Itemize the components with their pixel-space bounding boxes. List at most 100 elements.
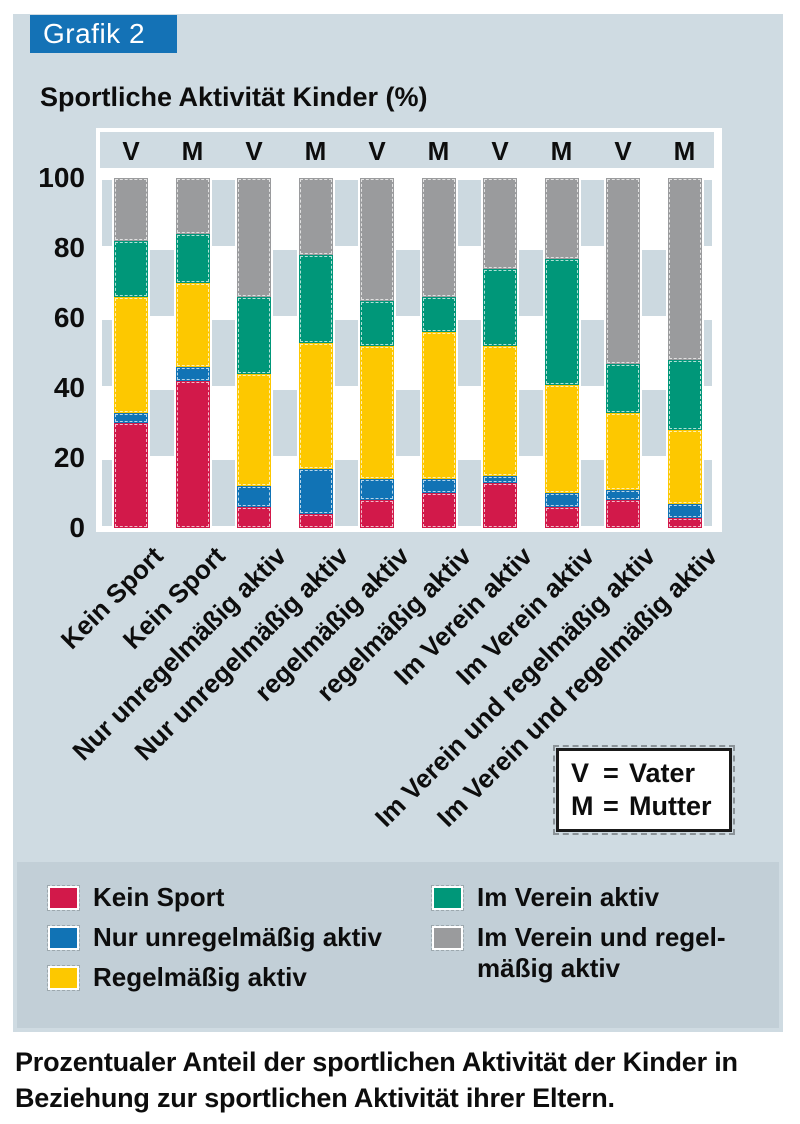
checker-tile (457, 460, 481, 526)
figure-tab-label: Grafik 2 (43, 18, 146, 49)
checker-tile (519, 250, 543, 316)
legend-item: Im Verein aktiv (431, 882, 726, 913)
vm-name: Mutter (629, 791, 712, 821)
bar-segment (421, 479, 456, 493)
y-tick-label: 40 (53, 372, 85, 403)
legend-swatch (47, 925, 80, 951)
bar-segment (606, 363, 640, 413)
vm-legend-box: V = Vater M = Mutter (553, 745, 735, 835)
checker-tile (211, 180, 235, 246)
bar-segment (421, 332, 456, 479)
bar-segment (114, 297, 148, 413)
bar-segment (483, 178, 517, 269)
bar-segment (667, 360, 702, 430)
plot-area (100, 178, 714, 528)
checker-tile (703, 180, 712, 246)
legend-item: Regelmäßig aktiv (47, 962, 382, 993)
caption-line-1: Prozentualer Anteil der sportlichen Akti… (15, 1047, 738, 1077)
bar-segment (298, 255, 333, 343)
bar-segment (483, 346, 517, 476)
bar-segment (360, 479, 394, 500)
checker-tile (273, 390, 297, 456)
bar-group-label: M (427, 136, 450, 166)
bar-group-label: V (122, 136, 140, 166)
bar-segment (175, 283, 210, 367)
bar-3-V (237, 178, 271, 528)
bar-segment (606, 500, 640, 528)
checker-tile (519, 390, 543, 456)
vm-symbol: V (571, 758, 590, 788)
bar-segment (114, 412, 148, 423)
chart-title: Sportliche Aktivität Kinder (%) (40, 82, 428, 112)
bar-segment (298, 514, 333, 528)
bar-4-M (298, 178, 333, 528)
bar-segment (544, 384, 579, 493)
caption-line-2: Beziehung zur sportlichen Aktivität ihre… (15, 1083, 615, 1113)
checker-tile (211, 460, 235, 526)
bar-segment (237, 486, 271, 507)
bar-segment (175, 381, 210, 528)
y-tick-label: 0 (69, 512, 85, 543)
checker-tile (703, 320, 712, 386)
checker-tile (642, 250, 666, 316)
checker-tile (150, 250, 174, 316)
bar-segment (421, 178, 456, 297)
bar-7-V (483, 178, 517, 528)
caption: Prozentualer Anteil der sportlichen Akti… (15, 1044, 790, 1116)
bar-group-label: M (181, 136, 204, 166)
bar-segment (175, 178, 210, 234)
bar-8-M (544, 178, 579, 528)
checker-tile (334, 460, 358, 526)
bar-1-V (114, 178, 148, 528)
bar-segment (421, 493, 456, 528)
bar-9-V (606, 178, 640, 528)
y-tick-label: 100 (38, 162, 85, 193)
checker-tile (396, 390, 420, 456)
legend-label: Regelmäßig aktiv (93, 962, 307, 992)
bar-segment (544, 178, 579, 259)
bar-group-label: V (491, 136, 509, 166)
vm-legend-row-mutter: M = Mutter (571, 790, 729, 823)
bar-segment (360, 500, 394, 528)
y-tick-label: 60 (53, 302, 85, 333)
legend-swatch (47, 965, 80, 991)
checker-tile (334, 320, 358, 386)
bar-segment (175, 234, 210, 283)
bar-segment (360, 346, 394, 479)
bar-segment (544, 493, 579, 507)
bar-segment (114, 178, 148, 241)
legend-column-right: Im Verein aktiv Im Verein und regel-mäßig… (431, 882, 726, 993)
legend-swatch (431, 925, 464, 951)
bar-segment (421, 297, 456, 332)
bar-segment (360, 300, 394, 346)
legend-column-left: Kein Sport Nur unregelmäßig aktiv Regelmäß… (47, 882, 382, 1002)
y-tick-label: 80 (53, 232, 85, 263)
bar-segment (483, 475, 517, 483)
bar-group-label: M (673, 136, 696, 166)
bar-segment (114, 241, 148, 297)
bar-segment (298, 468, 333, 514)
legend-swatch (47, 885, 80, 911)
bar-segment (606, 489, 640, 500)
legend: Kein Sport Nur unregelmäßig aktiv Regelmäß… (17, 862, 779, 1028)
bar-segment (667, 517, 702, 528)
checker-tile (102, 460, 112, 526)
vm-symbol: M (571, 791, 594, 821)
legend-item: Im Verein und regel-mäßig aktiv (431, 922, 726, 984)
legend-item: Nur unregelmäßig aktiv (47, 922, 382, 953)
checker-tile (102, 180, 112, 246)
bar-segment (237, 374, 271, 486)
bar-group-label: M (550, 136, 573, 166)
checker-tile (580, 180, 604, 246)
bar-segment (606, 412, 640, 490)
checker-tile (150, 390, 174, 456)
bar-segment (237, 178, 271, 297)
y-tick-label: 20 (53, 442, 85, 473)
checker-tile (457, 180, 481, 246)
bar-segment (114, 423, 148, 528)
bar-2-M (175, 178, 210, 528)
checker-tile (102, 320, 112, 386)
bar-segment (237, 297, 271, 374)
